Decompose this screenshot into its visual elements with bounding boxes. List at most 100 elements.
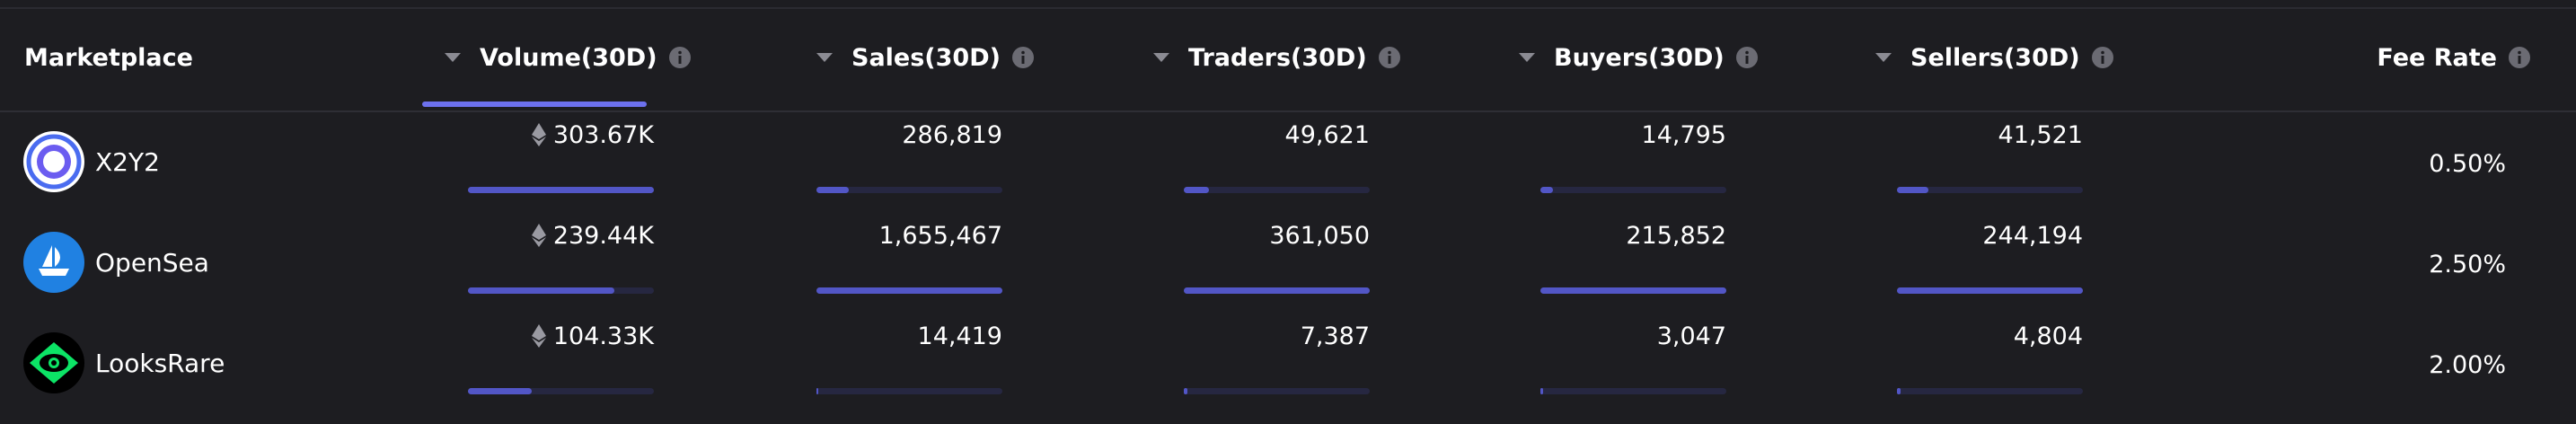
eth-icon-svg xyxy=(531,324,546,348)
metric-value: 286,819 xyxy=(902,120,1002,149)
marketplace-name[interactable]: X2Y2 xyxy=(95,146,160,177)
column-header-text: Marketplace xyxy=(24,43,193,72)
metric-cell: 361,050 xyxy=(1269,217,1370,253)
bar-track xyxy=(1540,388,1726,394)
marketplace-name[interactable]: LooksRare xyxy=(95,348,225,378)
column-header-text: Sellers(30D) xyxy=(1910,43,2080,72)
sort-arrow xyxy=(1518,52,1536,63)
sort-arrow-svg xyxy=(1875,53,1892,62)
bar-track xyxy=(1184,187,1370,193)
sort-arrow-svg xyxy=(816,53,833,62)
fee-rate: 2.50% xyxy=(2429,250,2506,278)
metric-value: 14,419 xyxy=(917,322,1002,350)
bar-track xyxy=(1897,187,2083,193)
marketplace-logo-svg xyxy=(23,232,84,293)
column-header[interactable]: Sales(30D) xyxy=(816,40,1035,75)
bar xyxy=(1897,287,2083,294)
column-header[interactable]: Sellers(30D) xyxy=(1875,40,2114,75)
column-header-text: Fee Rate xyxy=(2377,43,2497,72)
bar xyxy=(468,287,615,294)
bar-track xyxy=(1184,287,1370,294)
metric-cell: 41,521 xyxy=(1998,117,2083,153)
metric-value: 41,521 xyxy=(1998,120,2083,149)
metric-value: 7,387 xyxy=(1300,322,1370,350)
metric-value: 3,047 xyxy=(1656,322,1726,350)
sort-arrow-svg xyxy=(1153,53,1169,62)
bar xyxy=(816,388,818,394)
sort-arrow xyxy=(444,52,462,63)
header-border xyxy=(0,110,2576,112)
bar-track xyxy=(816,388,1002,394)
metric-cell: 7,387 xyxy=(1301,318,1370,354)
metric-value: 303.67K xyxy=(552,120,654,149)
bar-track xyxy=(468,187,654,193)
info-icon-svg xyxy=(1011,47,1034,68)
bar xyxy=(1184,187,1210,193)
column-header-text: Traders(30D) xyxy=(1188,43,1367,72)
column-header[interactable]: Volume(30D) xyxy=(444,40,692,75)
metric-value: 4,804 xyxy=(2013,322,2083,350)
metric-cell: 1,655,467 xyxy=(879,217,1002,253)
eth-icon xyxy=(531,123,546,146)
column-header-text: Buyers(30D) xyxy=(1554,43,1725,72)
info-icon-svg xyxy=(2091,47,2113,68)
metric-value: 104.33K xyxy=(552,322,654,350)
bar-track xyxy=(1184,388,1370,394)
bar xyxy=(468,388,533,394)
marketplace-logo-svg xyxy=(23,332,84,393)
metric-cell: 14,419 xyxy=(918,318,1002,354)
metric-value: 1,655,467 xyxy=(878,221,1002,250)
metric-cell: 4,804 xyxy=(2014,318,2083,354)
bar xyxy=(1184,388,1188,394)
marketplace-name[interactable]: OpenSea xyxy=(95,247,209,278)
eth-icon-svg xyxy=(531,224,546,247)
bar-track xyxy=(816,187,1002,193)
info-icon-svg xyxy=(668,47,691,68)
bar-track xyxy=(468,287,654,294)
metric-cell: 104.33K xyxy=(531,318,654,354)
bar-track xyxy=(468,388,654,394)
sort-arrow xyxy=(1875,52,1892,63)
fee-rate: 0.50% xyxy=(2429,149,2506,178)
metric-value: 14,795 xyxy=(1641,120,1726,149)
bar-track xyxy=(816,287,1002,294)
bar xyxy=(1540,388,1543,394)
bar-track xyxy=(1540,187,1726,193)
info-icon xyxy=(668,46,692,69)
column-header[interactable]: Traders(30D) xyxy=(1152,40,1401,75)
marketplace-logo xyxy=(22,331,85,394)
active-sort-underline xyxy=(422,102,647,107)
info-icon xyxy=(1011,46,1035,69)
info-icon xyxy=(1378,46,1401,69)
column-header-text: Volume(30D) xyxy=(480,43,657,72)
metric-cell: 303.67K xyxy=(531,117,654,153)
top-border xyxy=(0,7,2576,9)
column-header[interactable]: Buyers(30D) xyxy=(1518,40,1759,75)
info-icon-svg xyxy=(1378,47,1400,68)
info-icon-svg xyxy=(1735,47,1758,68)
bar xyxy=(1897,187,1929,193)
sort-arrow-svg xyxy=(445,53,461,62)
metric-value: 244,194 xyxy=(1982,221,2083,250)
info-icon xyxy=(1735,46,1759,69)
bar xyxy=(1897,388,1901,394)
column-header[interactable]: Fee Rate xyxy=(2377,40,2531,75)
bar-track xyxy=(1897,287,2083,294)
bar-track xyxy=(1540,287,1726,294)
eth-icon xyxy=(531,324,546,348)
bar xyxy=(468,187,654,193)
fee-rate: 2.00% xyxy=(2429,350,2506,379)
metric-cell: 3,047 xyxy=(1657,318,1726,354)
metric-value: 239.44K xyxy=(552,221,654,250)
column-header-text: Sales(30D) xyxy=(851,43,1001,72)
info-icon xyxy=(2508,46,2531,69)
marketplace-logo-svg xyxy=(23,131,84,192)
bar xyxy=(816,287,1002,294)
info-icon-svg xyxy=(2509,47,2530,68)
bar xyxy=(1540,187,1554,193)
sort-arrow xyxy=(1152,52,1170,63)
column-header: Marketplace xyxy=(24,40,193,75)
bar xyxy=(1184,287,1370,294)
metric-cell: 49,621 xyxy=(1285,117,1370,153)
